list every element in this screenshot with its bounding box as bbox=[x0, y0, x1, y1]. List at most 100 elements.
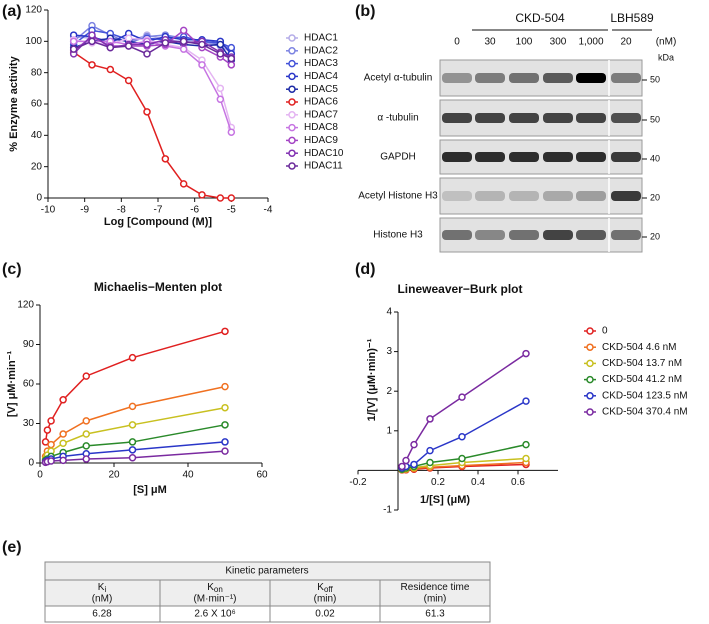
x-tick-label: 0.2 bbox=[431, 477, 445, 488]
band bbox=[509, 152, 539, 162]
band bbox=[475, 113, 505, 123]
band bbox=[475, 152, 505, 162]
kda-value: 20 bbox=[650, 192, 660, 202]
x-axis-label: Log [Compound (M)] bbox=[104, 216, 212, 228]
legend-marker bbox=[288, 47, 296, 55]
row-label: Histone H3 bbox=[373, 230, 423, 241]
x-axis-label: 1/[S] (μM) bbox=[420, 494, 470, 506]
data-point bbox=[128, 438, 137, 446]
y-axis-label: [V] μM·min⁻¹ bbox=[6, 351, 18, 418]
table-value: 0.02 bbox=[315, 609, 335, 620]
y-tick-label: 0 bbox=[36, 193, 42, 204]
data-point bbox=[221, 438, 229, 446]
legend-label: HDAC10 bbox=[304, 148, 344, 159]
legend-label: CKD-504 123.5 nM bbox=[602, 390, 688, 401]
data-point bbox=[221, 421, 229, 429]
legend-marker bbox=[586, 359, 594, 368]
data-point bbox=[161, 155, 170, 163]
legend-marker bbox=[288, 149, 296, 157]
lane-label: 20 bbox=[620, 37, 632, 48]
row-label: α -tubulin bbox=[377, 113, 418, 124]
kda-label: kDa bbox=[658, 52, 674, 62]
band bbox=[442, 152, 472, 162]
row-label: GAPDH bbox=[380, 152, 416, 163]
data-point bbox=[179, 45, 188, 53]
legend-label: CKD-504 41.2 nM bbox=[602, 374, 682, 385]
table bbox=[44, 561, 491, 623]
data-point bbox=[88, 61, 96, 69]
chart-title: Michaelis−Menten plot bbox=[94, 280, 222, 294]
band bbox=[576, 152, 606, 162]
series-line bbox=[73, 40, 233, 133]
y-tick-label: 20 bbox=[31, 161, 43, 172]
data-point bbox=[522, 454, 530, 463]
data-point bbox=[59, 456, 67, 465]
y-tick-label: 80 bbox=[31, 67, 43, 78]
data-point bbox=[227, 128, 236, 136]
header-unit: (M·min⁻¹) bbox=[193, 594, 236, 605]
data-point bbox=[124, 42, 133, 50]
series-line bbox=[73, 24, 232, 50]
data-point bbox=[82, 442, 90, 450]
data-point bbox=[88, 37, 96, 46]
data-point bbox=[106, 65, 115, 74]
data-point bbox=[128, 446, 137, 454]
y-tick-label: -1 bbox=[383, 505, 392, 516]
header-unit: (min) bbox=[314, 594, 337, 605]
band bbox=[442, 191, 472, 201]
data-point bbox=[43, 426, 52, 434]
header-symbol: Kon bbox=[207, 582, 223, 594]
table-value: 61.3 bbox=[425, 609, 445, 620]
series-line bbox=[73, 40, 232, 60]
band bbox=[576, 113, 606, 123]
legend-marker bbox=[586, 408, 594, 416]
x-axis-label: [S] μM bbox=[133, 484, 167, 496]
x-tick-label: -6 bbox=[190, 205, 199, 216]
lane-label: 100 bbox=[516, 37, 533, 48]
data-point bbox=[426, 415, 434, 423]
table-header-row bbox=[44, 579, 491, 607]
data-point bbox=[69, 45, 78, 53]
data-point bbox=[128, 421, 137, 429]
band bbox=[509, 230, 539, 240]
panel-label: (a) bbox=[2, 3, 22, 20]
x-tick-label: 0 bbox=[37, 470, 43, 481]
y-tick-label: 60 bbox=[23, 379, 35, 390]
x-tick-label: -5 bbox=[227, 205, 236, 216]
data-point bbox=[143, 40, 151, 49]
band bbox=[611, 230, 641, 240]
legend-marker bbox=[586, 392, 594, 400]
data-point bbox=[59, 430, 67, 438]
data-point bbox=[143, 50, 151, 58]
x-tick-label: 60 bbox=[256, 470, 268, 481]
data-point bbox=[410, 440, 418, 449]
table-value-row bbox=[44, 605, 491, 623]
data-point bbox=[227, 61, 236, 69]
blot bbox=[439, 59, 643, 253]
y-tick-label: 0 bbox=[28, 458, 34, 469]
x-tick-label: -9 bbox=[80, 205, 89, 216]
kda-value: 20 bbox=[650, 231, 660, 241]
legend-label: HDAC8 bbox=[304, 122, 338, 133]
data-point bbox=[522, 397, 530, 405]
header-subscript: on bbox=[214, 585, 223, 594]
legend-marker bbox=[288, 85, 296, 93]
y-tick-label: 3 bbox=[386, 346, 392, 357]
x-tick-label: -8 bbox=[117, 205, 126, 216]
data-point bbox=[128, 402, 137, 411]
y-tick-label: 30 bbox=[23, 418, 35, 429]
data-point bbox=[82, 430, 90, 438]
data-point bbox=[128, 353, 137, 362]
table-title: Kinetic parameters bbox=[225, 566, 308, 577]
header-symbol: Ki bbox=[98, 582, 107, 594]
legend-marker bbox=[586, 343, 594, 351]
lane-label: 300 bbox=[550, 37, 567, 48]
y-tick-label: 60 bbox=[31, 99, 43, 110]
legend-marker bbox=[288, 111, 296, 119]
band bbox=[509, 191, 539, 201]
band bbox=[611, 152, 641, 162]
y-tick-label: 2 bbox=[386, 386, 392, 397]
data-point bbox=[216, 84, 225, 93]
data-point bbox=[179, 180, 188, 188]
data-point bbox=[179, 26, 188, 35]
